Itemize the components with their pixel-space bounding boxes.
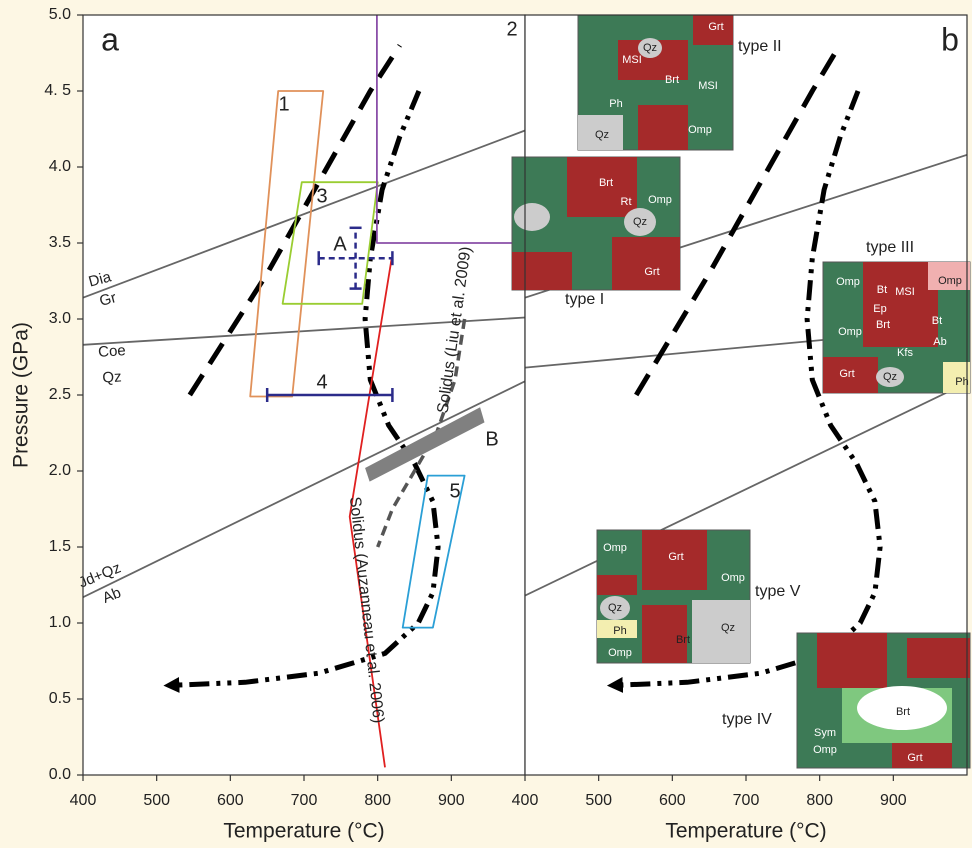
mineral-label: Sym <box>814 727 836 739</box>
inset-label: type IV <box>722 711 772 728</box>
inset-label: type II <box>738 38 782 55</box>
field-label: 2 <box>506 18 517 40</box>
figure: 1352BA4DiaGrCoeQzJd+QzAbSolidus (Liu et … <box>0 0 972 848</box>
mineral-label: Omp <box>836 276 860 288</box>
inset-grain <box>817 633 887 688</box>
x-tick-label: 400 <box>512 792 539 809</box>
x-axis-label: Temperature (°C) <box>223 820 384 843</box>
mineral-label: Bt <box>877 284 887 296</box>
y-tick-label: 3.0 <box>49 310 71 327</box>
inset-label: type V <box>755 583 801 600</box>
x-tick-label: 900 <box>880 792 907 809</box>
mineral-label: MSI <box>698 80 718 92</box>
y-tick-label: 5.0 <box>49 6 71 23</box>
mineral-label: Omp <box>608 647 632 659</box>
point-label: 4 <box>316 371 327 393</box>
field-label: 1 <box>278 93 289 115</box>
point-label: A <box>333 233 347 255</box>
mineral-label: Omp <box>688 124 712 136</box>
mineral-label: Brt <box>665 74 679 86</box>
mineral-label: Grt <box>839 368 854 380</box>
mineral-label: Grt <box>668 551 683 563</box>
panel-label: a <box>101 21 119 57</box>
mineral-label: Omp <box>721 572 745 584</box>
inset-grain <box>597 575 637 595</box>
x-tick-label: 700 <box>733 792 760 809</box>
inset-grain <box>512 252 572 290</box>
inset: Brt Sym Omp Grt <box>797 633 970 768</box>
y-tick-label: 3.5 <box>49 234 71 251</box>
inset-grain <box>638 105 688 150</box>
mineral-label: Brt <box>876 319 890 331</box>
mineral-label: Ab <box>933 336 946 348</box>
mineral-label: Omp <box>603 542 627 554</box>
inset-grain <box>907 638 970 678</box>
y-tick-label: 4.0 <box>49 158 71 175</box>
mineral-label: Rt <box>621 196 632 208</box>
x-tick-label: 600 <box>217 792 244 809</box>
mineral-label: Brt <box>599 177 613 189</box>
mineral-label: Grt <box>907 752 922 764</box>
field-label: 5 <box>449 480 460 502</box>
mineral-label: Omp <box>938 275 962 287</box>
inset-grain <box>612 237 680 290</box>
x-tick-label: 800 <box>364 792 391 809</box>
x-tick-label: 900 <box>438 792 465 809</box>
mineral-label: MSI <box>622 54 642 66</box>
mineral-label: Omp <box>648 194 672 206</box>
mineral-label: Qz <box>595 129 609 141</box>
y-tick-label: 2.0 <box>49 462 71 479</box>
inset: Omp Grt Omp Qz Qz Ph Brt Omp <box>597 530 750 663</box>
y-tick-label: 1.5 <box>49 538 71 555</box>
mineral-label: Bt <box>932 315 942 327</box>
x-tick-label: 500 <box>143 792 170 809</box>
y-tick-label: 2.5 <box>49 386 71 403</box>
annotation: Coe <box>98 342 127 361</box>
x-tick-label: 700 <box>291 792 318 809</box>
x-tick-label: 400 <box>70 792 97 809</box>
inset-label: type I <box>565 291 604 308</box>
mineral-label: Ph <box>609 98 622 110</box>
mineral-label: Qz <box>883 371 897 383</box>
y-axis-label: Pressure (GPa) <box>10 322 33 468</box>
mineral-label: Qz <box>721 622 735 634</box>
mineral-label: Qz <box>643 42 657 54</box>
mineral-label: Omp <box>813 744 837 756</box>
mineral-label: Omp <box>838 326 862 338</box>
mineral-label: Qz <box>633 216 647 228</box>
x-tick-label: 600 <box>659 792 686 809</box>
field-label: B <box>485 428 498 450</box>
y-tick-label: 4. 5 <box>44 82 71 99</box>
page: {"chart_data": [ {"type": "line", "panel… <box>0 0 972 848</box>
mineral-label: Brt <box>676 634 690 646</box>
mineral-label: MSI <box>895 286 915 298</box>
annotation: Qz <box>102 368 122 386</box>
mineral-label: Grt <box>644 266 659 278</box>
field-label: 3 <box>316 185 327 207</box>
y-tick-label: 1.0 <box>49 614 71 631</box>
y-tick-label: 0.0 <box>49 766 71 783</box>
mineral-label: Grt <box>708 21 723 33</box>
mineral-label: Kfs <box>897 347 913 359</box>
y-tick-label: 0.5 <box>49 690 71 707</box>
mineral-label: Ph <box>613 625 626 637</box>
x-tick-label: 800 <box>806 792 833 809</box>
mineral-label: Ep <box>873 303 886 315</box>
x-axis-label: Temperature (°C) <box>665 820 826 843</box>
mineral-label: Brt <box>896 706 910 718</box>
mineral-label: Qz <box>608 602 622 614</box>
x-tick-label: 500 <box>585 792 612 809</box>
panel-label: b <box>941 21 959 57</box>
inset-label: type III <box>866 239 914 256</box>
inset-grain <box>514 203 550 231</box>
